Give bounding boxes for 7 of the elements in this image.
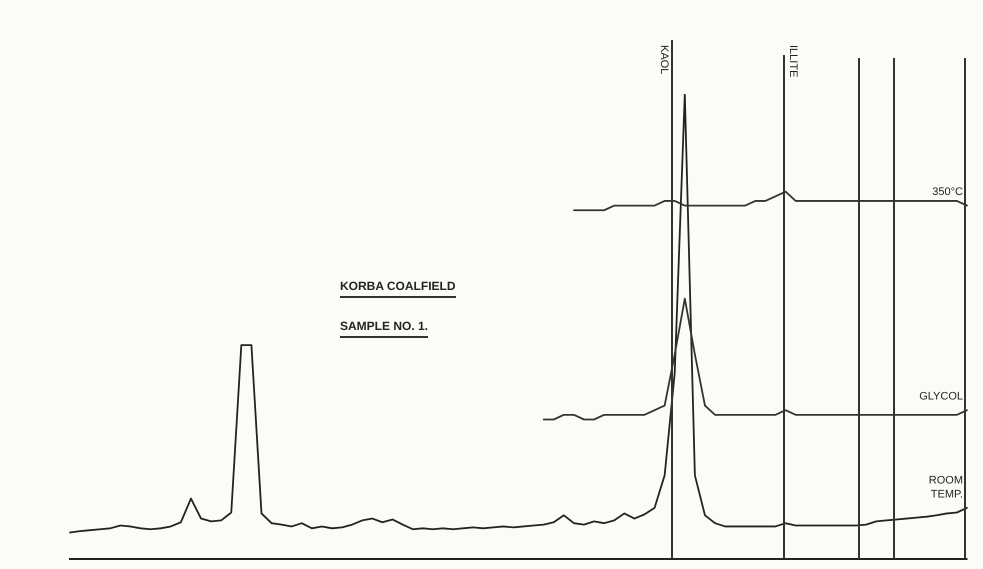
annotation: SAMPLE NO. 1. (340, 319, 428, 333)
text: ILLITE (787, 45, 800, 78)
series-label: GLYCOL (919, 390, 963, 403)
series-label: ROOM TEMP. (928, 474, 963, 500)
annotation: KORBA COALFIELD (340, 279, 456, 293)
series-label: 350°C (932, 186, 964, 198)
text: KAOL (658, 45, 670, 74)
